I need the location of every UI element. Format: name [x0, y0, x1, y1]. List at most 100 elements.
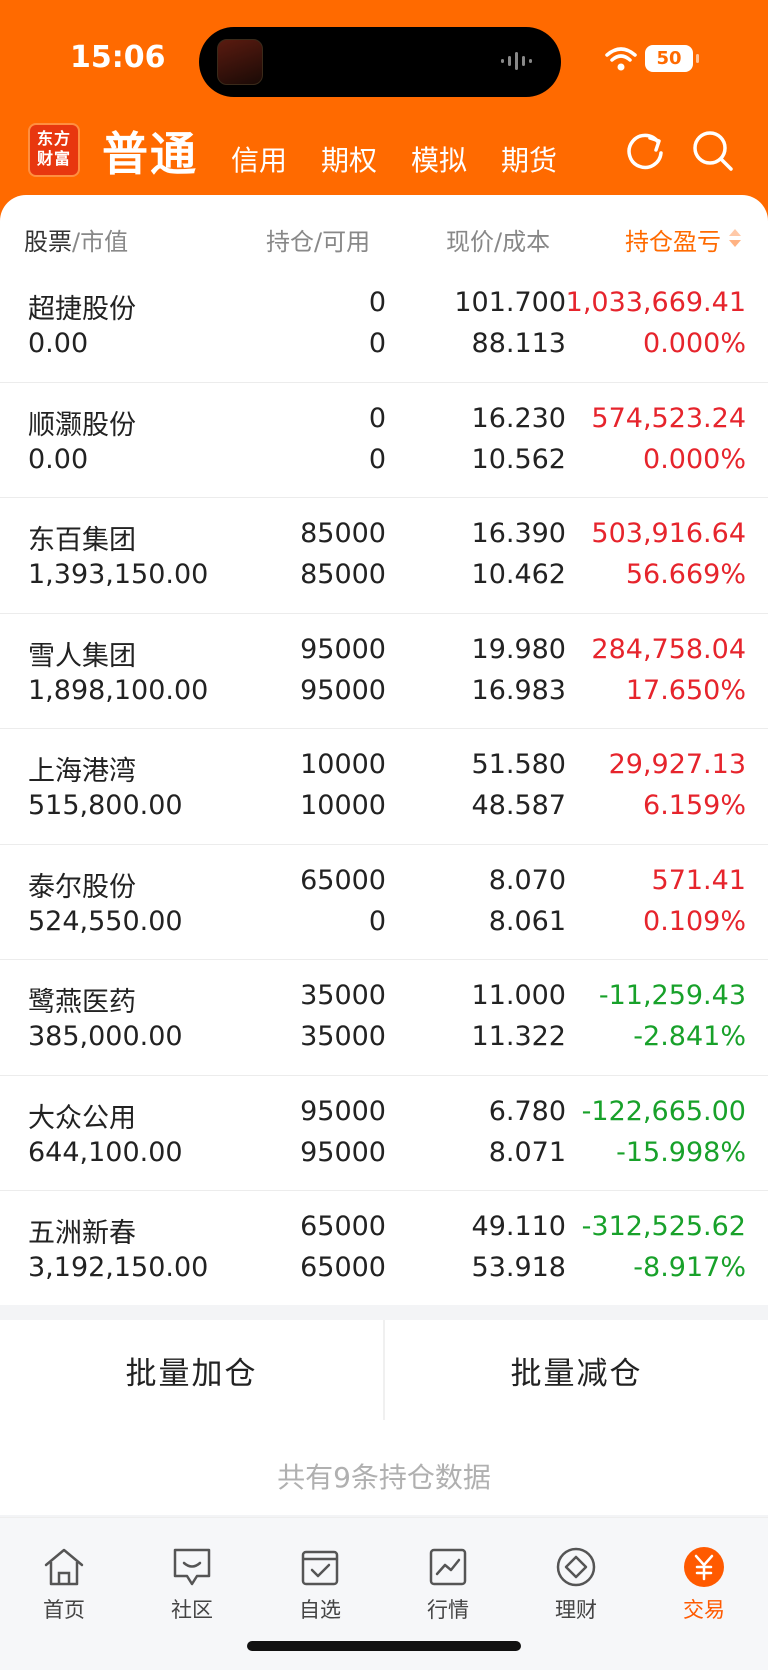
nav-community[interactable]: 社区 — [128, 1546, 256, 1624]
holding-market-value: 1,393,150.00 — [28, 559, 209, 590]
holding-price: 51.580 — [471, 749, 566, 780]
col-available-label: 可用 — [322, 228, 371, 256]
holding-pl-pct: 56.669% — [625, 559, 746, 590]
holding-row[interactable]: 五洲新春 3,192,150.00 65000 65000 49.110 53.918 -3… — [0, 1191, 768, 1307]
holding-pl-pct: -2.841% — [633, 1021, 746, 1052]
batch-action-bar: 批量加仓 批量减仓 — [0, 1320, 768, 1420]
search-icon[interactable] — [690, 128, 736, 174]
batch-reduce-button[interactable]: 批量减仓 — [510, 1355, 643, 1392]
holding-price: 49.110 — [471, 1211, 566, 1242]
batch-add-button[interactable]: 批量加仓 — [125, 1355, 258, 1392]
dynamic-island — [199, 27, 561, 97]
col-price-label: 现价 — [446, 228, 494, 256]
column-header-price[interactable]: 现价/成本 — [446, 228, 551, 256]
holding-market-value: 524,550.00 — [28, 905, 183, 937]
nav-watchlist[interactable]: 自选 — [256, 1546, 384, 1624]
nav-home[interactable]: 首页 — [0, 1546, 128, 1624]
holding-available: 10000 — [300, 790, 386, 821]
nav-trade[interactable]: 交易 — [640, 1546, 768, 1624]
holding-price: 11.000 — [471, 980, 566, 1011]
holding-cost: 16.983 — [471, 674, 566, 706]
audio-wave-icon — [501, 52, 532, 70]
holding-row[interactable]: 东百集团 1,393,150.00 85000 85000 16.390 10.462 50… — [0, 498, 768, 614]
action-divider — [383, 1320, 385, 1420]
holding-price: 19.980 — [471, 633, 566, 665]
home-indicator — [247, 1641, 521, 1651]
holding-cost: 10.562 — [471, 443, 566, 475]
holding-market-value: 515,800.00 — [28, 790, 183, 821]
holding-available: 35000 — [300, 1021, 386, 1052]
tab-simulation[interactable]: 模拟 — [411, 144, 468, 177]
logo-line1: 东方 — [36, 129, 71, 148]
holding-pl: -122,665.00 — [581, 1095, 746, 1127]
holding-pl: -312,525.62 — [581, 1211, 746, 1242]
holding-cost: 8.061 — [488, 905, 566, 937]
holding-row[interactable]: 顺灏股份 0.00 0 0 16.230 10.562 574,523.24 0.000% — [0, 383, 768, 498]
holding-name: 五洲新春 — [28, 1218, 136, 1249]
holding-row[interactable]: 上海港湾 515,800.00 10000 10000 51.580 48.587 29,9… — [0, 729, 768, 845]
holding-pl: 1,033,669.41 — [565, 287, 746, 318]
holding-pl-pct: 0.000% — [643, 443, 746, 475]
battery-indicator: 50 — [645, 45, 699, 72]
holding-market-value: 1,898,100.00 — [28, 674, 209, 706]
holding-position: 85000 — [300, 518, 386, 549]
tab-options[interactable]: 期权 — [321, 144, 378, 177]
holding-pl: -11,259.43 — [598, 980, 746, 1011]
holding-name: 雪人集团 — [28, 640, 136, 672]
nav-market-label: 行情 — [427, 1598, 469, 1622]
nav-trade-label: 交易 — [683, 1598, 725, 1622]
holding-available: 65000 — [300, 1252, 386, 1283]
home-icon — [44, 1548, 84, 1586]
holding-price: 16.230 — [471, 402, 566, 434]
holding-name: 大众公用 — [28, 1102, 136, 1134]
nav-watchlist-label: 自选 — [299, 1598, 341, 1622]
now-playing-app-icon[interactable] — [217, 39, 263, 85]
col-position-label: 持仓 — [266, 228, 314, 256]
holding-name: 上海港湾 — [28, 756, 136, 787]
status-time: 15:06 — [70, 40, 166, 75]
nav-market[interactable]: 行情 — [384, 1546, 512, 1624]
refresh-icon[interactable] — [622, 128, 668, 174]
holding-pl: 29,927.13 — [608, 749, 746, 780]
holding-cost: 48.587 — [471, 790, 566, 821]
tab-normal[interactable]: 普通 — [102, 127, 198, 181]
holding-market-value: 385,000.00 — [28, 1021, 183, 1052]
holding-position: 10000 — [300, 749, 386, 780]
holding-pl: 574,523.24 — [591, 402, 746, 434]
column-header-pl[interactable]: 持仓盈亏 — [625, 228, 721, 256]
col-value-label: 市值 — [80, 228, 129, 256]
holding-row[interactable]: 鹭燕医药 385,000.00 35000 35000 11.000 11.322 -11,… — [0, 960, 768, 1076]
tab-credit[interactable]: 信用 — [231, 144, 288, 177]
holding-cost: 10.462 — [471, 559, 566, 590]
holding-position: 0 — [368, 287, 386, 318]
nav-wealth[interactable]: 理财 — [512, 1546, 640, 1624]
nav-home-label: 首页 — [43, 1598, 85, 1622]
tab-futures[interactable]: 期货 — [501, 144, 558, 177]
holding-pl-pct: 0.000% — [643, 328, 746, 359]
column-header-position[interactable]: 持仓/可用 — [266, 228, 371, 256]
holdings-list: 超捷股份 0.00 0 0 101.700 88.113 1,033,669.41 0.000… — [0, 267, 768, 1307]
holding-row[interactable]: 超捷股份 0.00 0 0 101.700 88.113 1,033,669.41 0.000… — [0, 267, 768, 383]
holding-available: 0 — [368, 328, 386, 359]
holding-pl-pct: 6.159% — [643, 790, 746, 821]
holding-name: 鹭燕医药 — [28, 987, 136, 1018]
holding-row[interactable]: 泰尔股份 524,550.00 65000 0 8.070 8.061 571.41 0.10… — [0, 845, 768, 960]
logo-line2: 财富 — [36, 149, 71, 168]
holding-market-value: 3,192,150.00 — [28, 1252, 209, 1283]
holding-price: 101.700 — [454, 287, 566, 318]
sort-icon[interactable] — [726, 226, 744, 250]
holding-row[interactable]: 雪人集团 1,898,100.00 95000 95000 19.980 16.983 28… — [0, 614, 768, 729]
holding-position: 95000 — [300, 1095, 386, 1127]
holdings-panel — [0, 195, 768, 1305]
holding-price: 16.390 — [471, 518, 566, 549]
column-header-stock[interactable]: 股票/市值 — [24, 228, 129, 256]
holding-market-value: 0.00 — [28, 443, 89, 475]
holding-cost: 8.071 — [488, 1136, 566, 1168]
holding-pl-pct: 17.650% — [625, 674, 746, 706]
watchlist-icon — [301, 1550, 339, 1586]
app-logo[interactable]: 东方 财富 — [30, 125, 78, 175]
status-indicators: 50 — [605, 45, 699, 72]
holding-row[interactable]: 大众公用 644,100.00 95000 95000 6.780 8.071 -122,6… — [0, 1076, 768, 1191]
holding-pl-pct: 0.109% — [643, 905, 746, 937]
community-icon — [173, 1548, 211, 1586]
